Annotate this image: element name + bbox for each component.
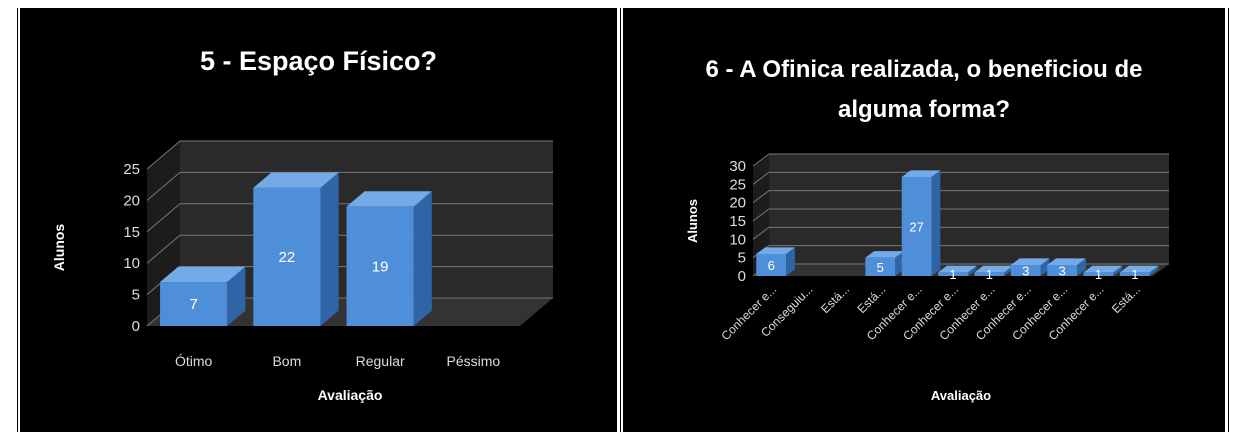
data-label: 22 xyxy=(279,249,296,266)
x-tick-label: Está... xyxy=(1109,282,1143,316)
y-tick-label: 25 xyxy=(729,176,746,193)
bar-side xyxy=(413,191,432,326)
y-tick-label: 30 xyxy=(729,158,746,175)
bar-side xyxy=(786,247,795,276)
data-label: 5 xyxy=(877,260,884,275)
bar-side xyxy=(227,266,246,326)
chart-panel-espaco-fisico: 5 - Espaço Físico? 0 5 10 15 20 25 7 Ótimo 22 Bom… xyxy=(20,8,617,432)
y-axis-title: Alunos xyxy=(51,224,67,272)
gridline xyxy=(752,226,1169,240)
x-axis-title: Avaliação xyxy=(318,387,383,403)
bar-top xyxy=(1119,265,1159,273)
bar xyxy=(865,257,896,276)
bar xyxy=(1119,272,1150,276)
bar-top xyxy=(346,191,432,207)
y-tick-label: 15 xyxy=(729,213,746,230)
y-tick-label: 5 xyxy=(738,250,746,267)
gridline xyxy=(752,153,1169,167)
bar-side xyxy=(1040,258,1050,276)
x-axis-title: Avaliação xyxy=(931,388,991,403)
y-tick-label: 0 xyxy=(738,268,746,285)
bar-top xyxy=(1047,258,1086,265)
frame-line-left xyxy=(17,8,18,432)
bar-top xyxy=(1010,258,1050,265)
y-tick-label: 25 xyxy=(123,161,140,178)
bar-top xyxy=(160,266,246,283)
y-tick-label: 15 xyxy=(123,224,140,241)
bar-side xyxy=(320,172,339,326)
bar-side xyxy=(1149,265,1159,276)
data-label: 1 xyxy=(949,267,956,282)
data-label: 27 xyxy=(909,220,923,235)
y-tick-label: 10 xyxy=(123,255,140,272)
y-tick-label: 20 xyxy=(729,195,746,212)
gridline xyxy=(146,140,553,170)
gridline xyxy=(752,171,1169,185)
chart-svg-espaco-fisico: 0 5 10 15 20 25 7 Ótimo 22 Bom 19 Regular Péssimo Ava… xyxy=(51,140,553,403)
bar-side xyxy=(931,170,941,276)
y-tick-label: 20 xyxy=(123,192,140,209)
bar xyxy=(901,177,932,276)
gridline xyxy=(752,208,1169,222)
bar-top xyxy=(253,172,339,188)
bar-side xyxy=(1113,265,1123,276)
bar-top xyxy=(756,247,795,254)
x-tick-label: Está... xyxy=(854,282,888,316)
y-tick-label: 5 xyxy=(132,287,140,304)
y-tick-label: 0 xyxy=(132,318,140,335)
bar xyxy=(1047,265,1077,276)
bar-top xyxy=(1083,265,1123,273)
data-label: 7 xyxy=(189,296,197,313)
bar-top xyxy=(901,170,941,177)
bar-side xyxy=(1077,258,1086,276)
bar xyxy=(346,206,414,326)
frame-line-right xyxy=(1228,8,1229,432)
gridline xyxy=(146,171,553,201)
chart-title: 5 - Espaço Físico? xyxy=(199,46,438,76)
x-tick-label: Regular xyxy=(356,353,405,369)
x-tick-label: Péssimo xyxy=(447,353,501,369)
bar-side xyxy=(967,265,977,276)
data-label: 3 xyxy=(1058,264,1065,279)
bar xyxy=(938,272,968,276)
bar xyxy=(253,187,321,326)
bar xyxy=(160,282,228,326)
gridline xyxy=(752,190,1169,204)
data-label: 3 xyxy=(1022,264,1029,279)
bar xyxy=(756,254,787,276)
x-tick-label: Ótimo xyxy=(175,353,213,369)
data-label: 19 xyxy=(372,258,389,275)
bar xyxy=(1010,265,1041,276)
data-label: 1 xyxy=(1131,267,1138,282)
bar-top xyxy=(938,265,977,273)
x-tick-label: Bom xyxy=(272,353,301,369)
frame-line-middle xyxy=(620,8,621,432)
bar xyxy=(974,272,1005,276)
data-label: 1 xyxy=(986,267,993,282)
data-label: 6 xyxy=(768,258,775,273)
chart-title: 6 - A Ofinica realizada, o beneficiou de… xyxy=(705,56,1143,123)
y-tick-label: 10 xyxy=(729,231,746,248)
chart-panel-beneficio-oficina: 6 - A Ofinica realizada, o beneficiou de… xyxy=(623,8,1225,432)
bar-top xyxy=(865,251,904,258)
data-label: 1 xyxy=(1095,267,1102,282)
bar-top xyxy=(974,265,1014,273)
bar xyxy=(1083,272,1114,276)
y-axis-title: Alunos xyxy=(685,199,700,243)
x-tick-label: Está... xyxy=(818,282,852,316)
